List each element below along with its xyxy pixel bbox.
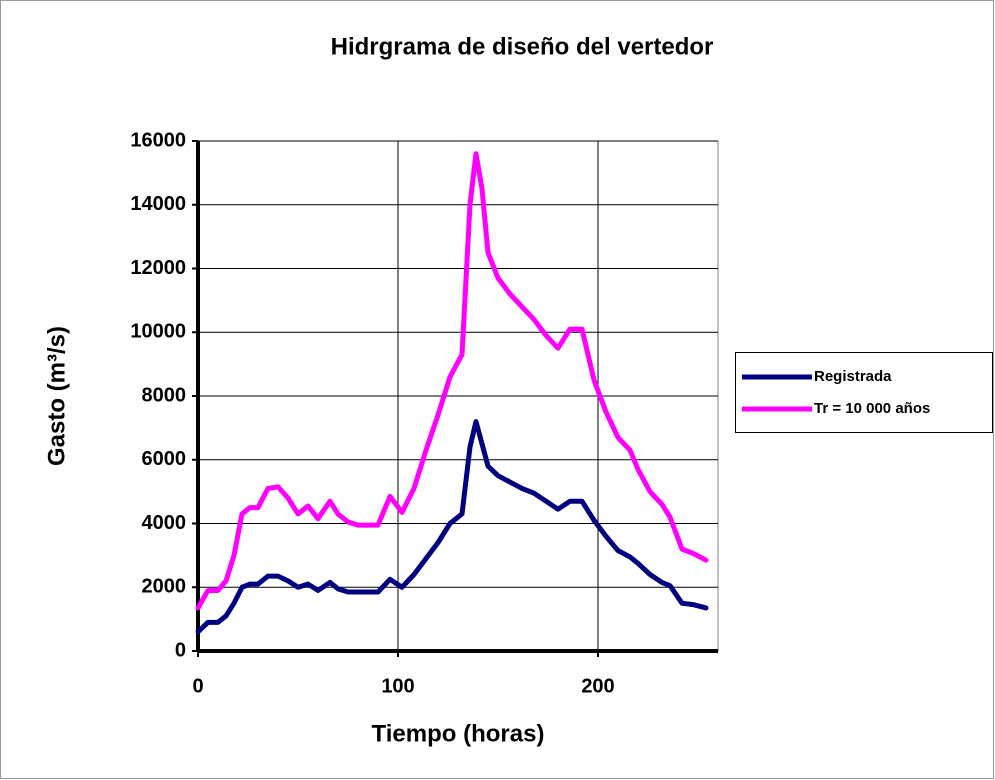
legend-box	[735, 352, 993, 433]
x-tick-label: 100	[381, 675, 414, 697]
y-tick-label: 10000	[130, 321, 186, 343]
legend-label: Registrada	[814, 368, 892, 385]
y-tick-label: 2000	[142, 576, 187, 598]
x-axis-label: Tiempo (horas)	[372, 720, 545, 747]
y-tick-label: 12000	[130, 257, 186, 279]
y-tick-label: 4000	[142, 512, 187, 534]
y-tick-label: 6000	[142, 448, 187, 470]
chart-title: Hidrgrama de diseño del vertedor	[331, 33, 714, 60]
data-line	[195, 419, 709, 635]
x-tick-label: 200	[581, 675, 614, 697]
legend-label: Tr = 10 000 años	[814, 400, 930, 417]
y-axis-label: Gasto (m³/s)	[43, 326, 70, 466]
data-line	[195, 151, 709, 611]
y-tick-label: 8000	[142, 384, 187, 406]
x-tick-label: 0	[192, 675, 203, 697]
y-tick-label: 16000	[130, 129, 186, 151]
y-tick-label: 0	[175, 639, 186, 661]
y-tick-label: 14000	[130, 193, 186, 215]
